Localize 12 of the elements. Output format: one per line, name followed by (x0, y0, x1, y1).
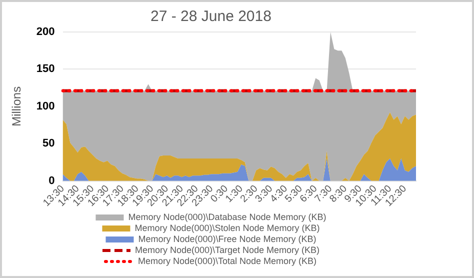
legend-label: Memory Node(000)\Stolen Node Memory (KB) (134, 222, 320, 233)
chart-title: 27 - 28 June 2018 (150, 8, 272, 26)
legend-label: Memory Node(000)\Database Node Memory (KB) (128, 212, 326, 222)
legend-label: Memory Node(000)\Total Node Memory (KB) (138, 256, 317, 266)
legend-label: Memory Node(000)\Free Node Memory (KB) (138, 234, 316, 244)
y-tick-label: 50 (42, 138, 55, 150)
y-tick-label: 150 (36, 63, 55, 76)
y-axis-title: Millions (10, 86, 24, 126)
y-tick-label: 200 (36, 26, 55, 38)
legend-label: Memory Node(000)\Target Node Memory (KB) (134, 244, 320, 255)
y-tick-label: 0 (48, 174, 55, 187)
y-tick-label: 100 (36, 100, 55, 112)
